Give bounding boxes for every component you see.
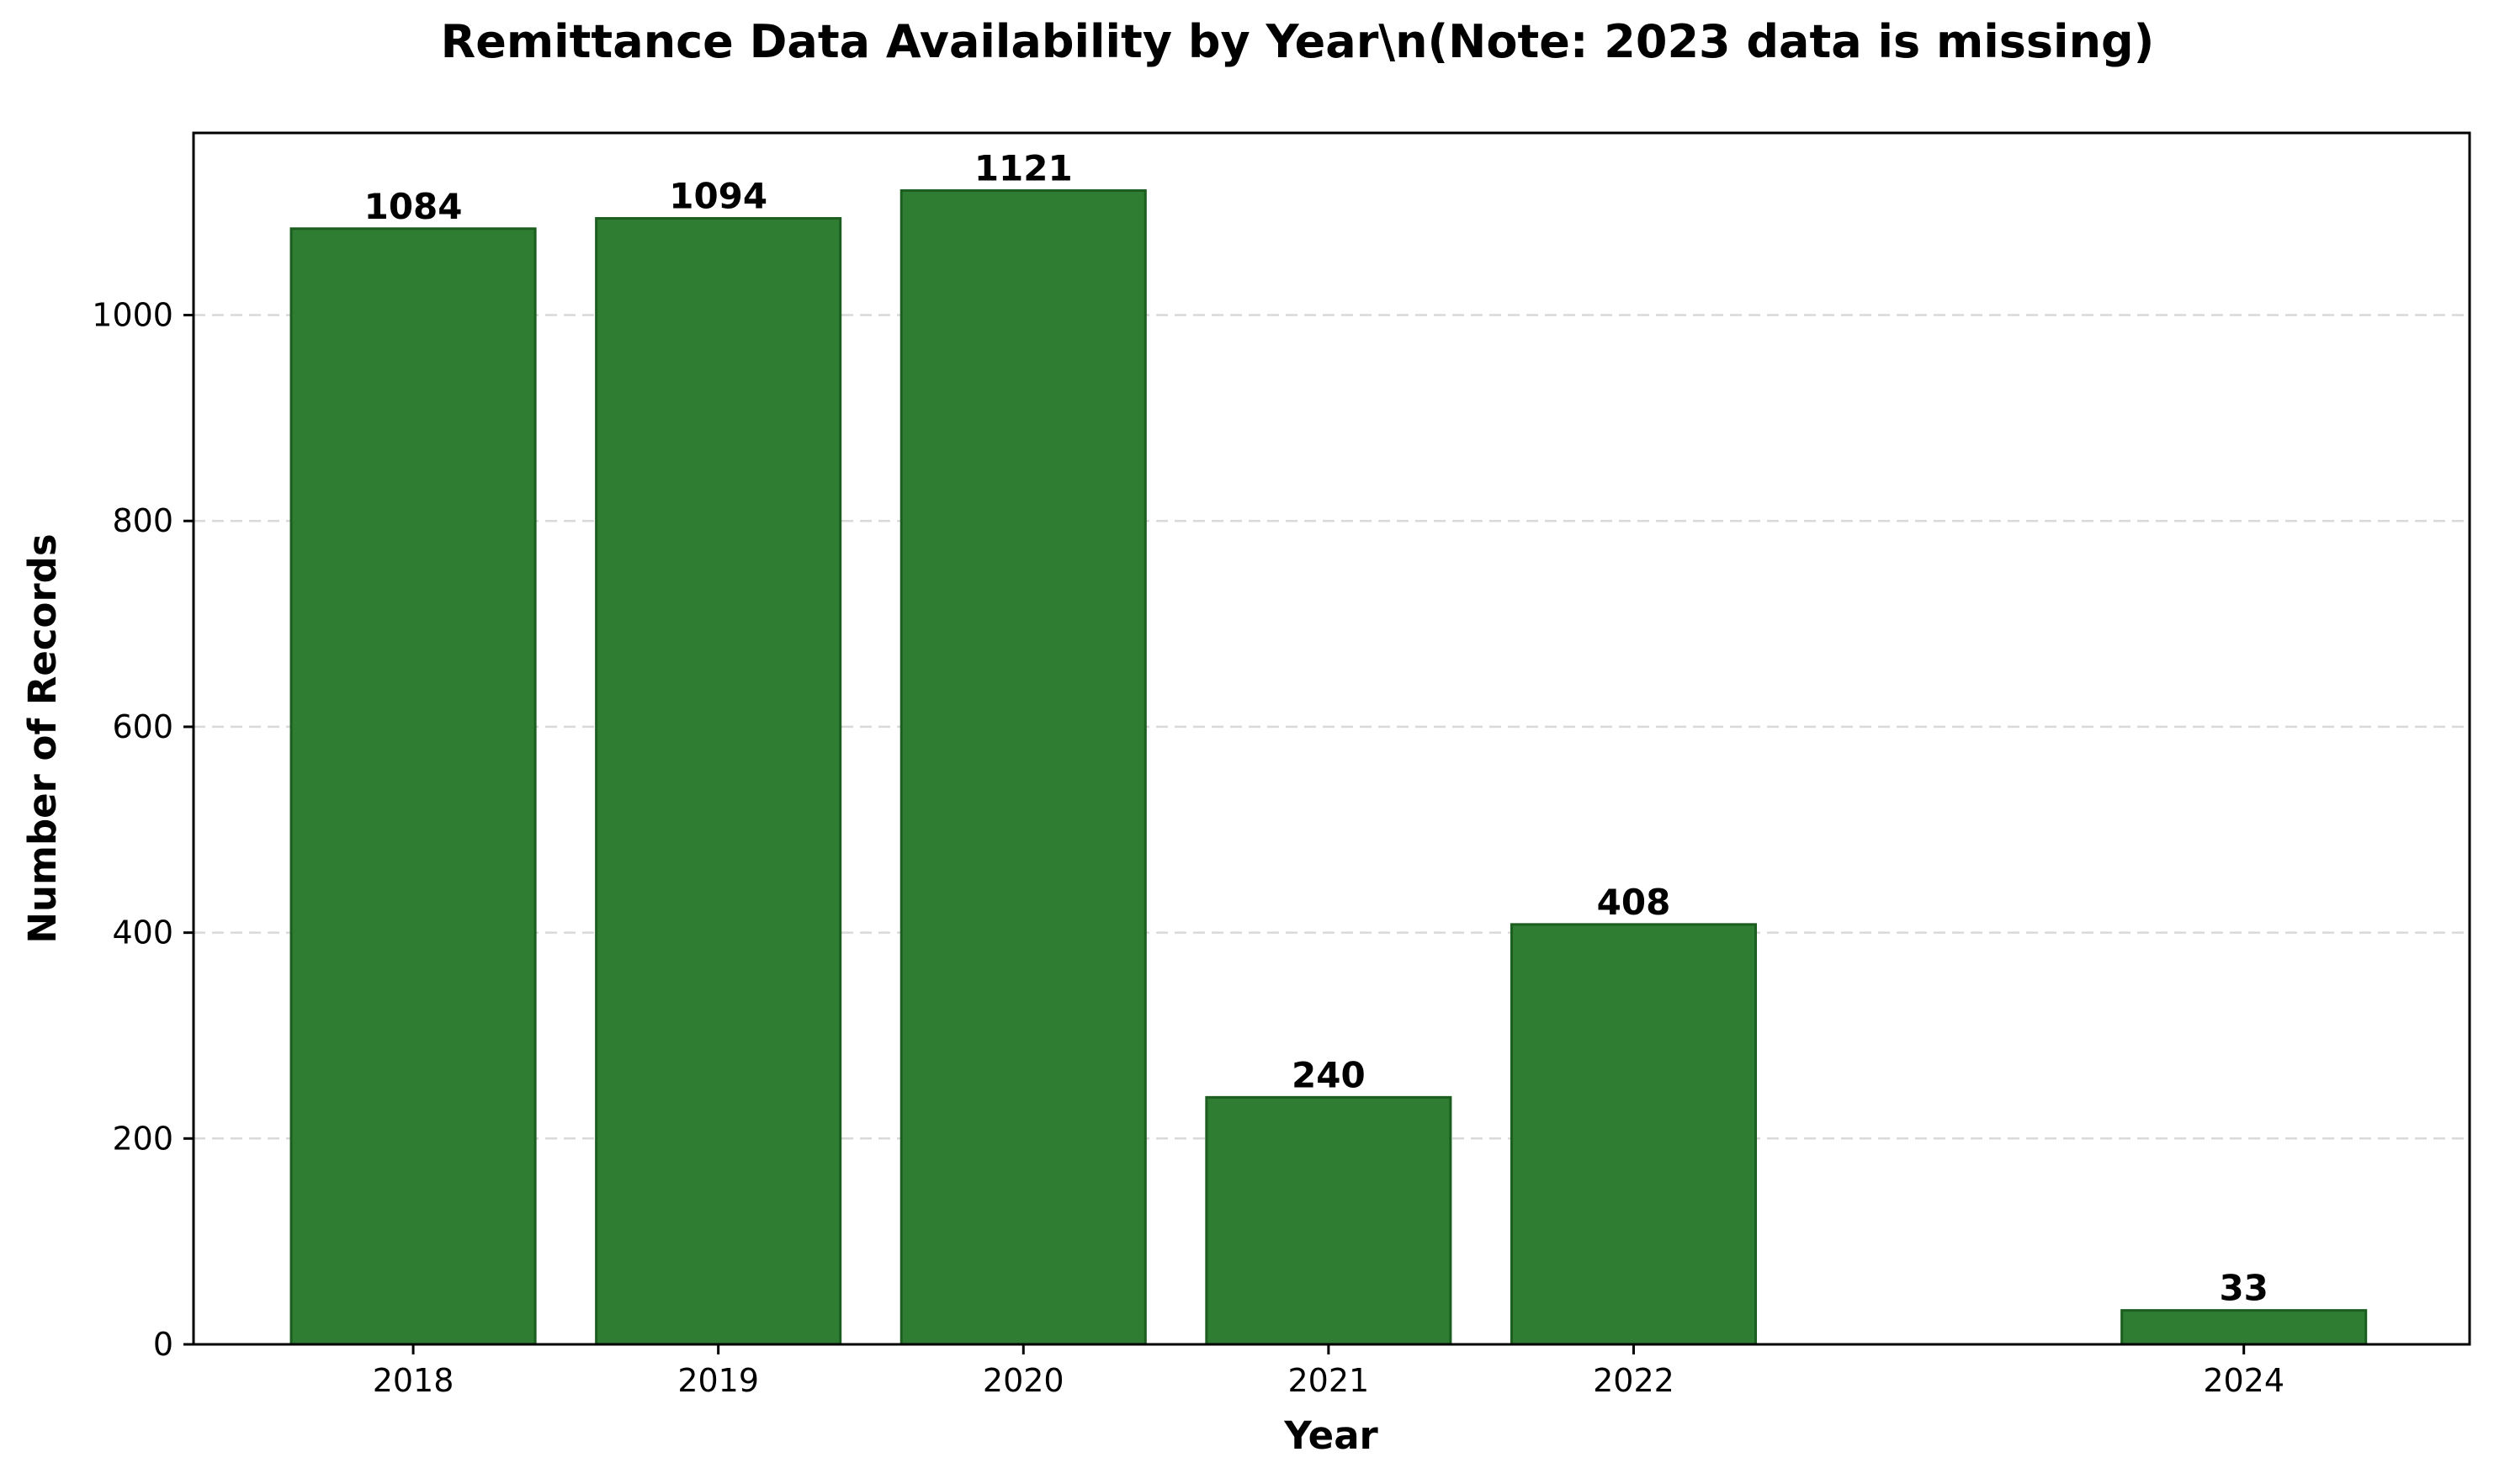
y-tick-label: 1000 <box>92 297 173 334</box>
data-labels: 1084 1094 1121 240 408 33 <box>364 148 2268 1309</box>
bar <box>289 227 537 1346</box>
data-label: 240 <box>1292 1054 1366 1095</box>
bar <box>1510 923 1758 1346</box>
bar <box>2120 1309 2368 1346</box>
x-tick-label: 2021 <box>1288 1362 1370 1399</box>
bar <box>899 189 1147 1346</box>
x-axis-ticks: 2018 2019 2020 2021 2022 2024 <box>373 1344 2284 1399</box>
data-label: 33 <box>2219 1268 2268 1309</box>
plot-frame <box>192 131 2471 1346</box>
data-label: 1084 <box>364 186 463 227</box>
bar <box>1205 1095 1452 1346</box>
x-tick-label: 2024 <box>2203 1362 2284 1399</box>
y-axis-ticks: 0 200 400 600 800 1000 <box>92 297 194 1363</box>
x-tick-label: 2018 <box>373 1362 454 1399</box>
data-label: 408 <box>1597 882 1671 923</box>
chart-title: Remittance Data Availability by Year\n(N… <box>441 15 2155 68</box>
y-tick-label: 800 <box>112 502 173 539</box>
data-label: 1094 <box>669 176 767 217</box>
bars <box>289 189 2368 1346</box>
y-tick-label: 0 <box>153 1326 173 1363</box>
x-tick-label: 2019 <box>677 1362 759 1399</box>
y-tick-label: 400 <box>112 914 173 951</box>
grid-lines <box>194 314 2470 1140</box>
x-tick-label: 2022 <box>1593 1362 1674 1399</box>
y-axis-label: Number of Records <box>20 533 65 943</box>
data-label: 1121 <box>974 148 1073 189</box>
bar <box>595 217 842 1346</box>
x-axis-label: Year <box>1283 1413 1378 1458</box>
y-tick-label: 600 <box>112 708 173 745</box>
x-tick-label: 2020 <box>983 1362 1064 1399</box>
y-tick-label: 200 <box>112 1120 173 1157</box>
